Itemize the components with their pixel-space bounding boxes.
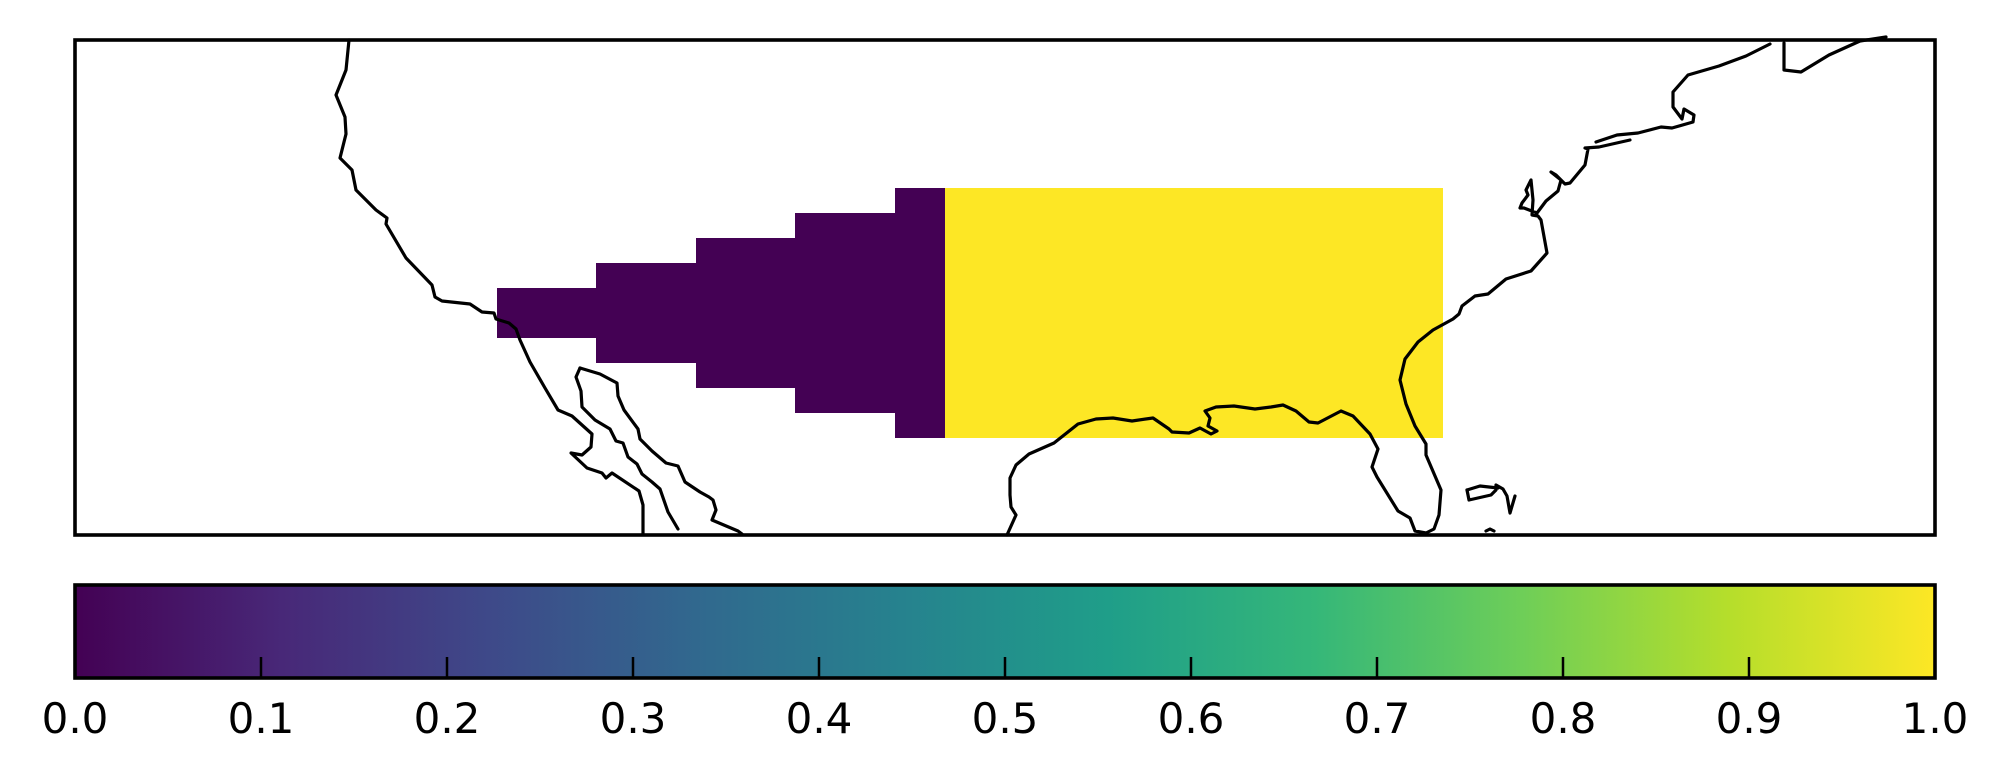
colorbar-tick-label: 0.7 <box>1344 694 1411 743</box>
bahamas-coastline-inner <box>1465 484 1500 492</box>
colorbar-tick-label: 0.5 <box>972 694 1039 743</box>
data-cell-east <box>945 188 1443 438</box>
coastlines <box>334 35 1888 537</box>
colorbar-tick-label: 1.0 <box>1902 694 1969 743</box>
colorbar-tick-labels: 0.0 0.1 0.2 0.3 0.4 0.5 0.6 0.7 0.8 0.9 1.0 <box>42 694 1969 743</box>
baja-gulf-coastline <box>574 366 680 531</box>
bahamas-coastline <box>1465 483 1517 515</box>
colorbar-tick-label: 0.9 <box>1716 694 1783 743</box>
colorbar-tick-label: 0.0 <box>42 694 109 743</box>
gulf-of-mexico-coastline <box>1005 138 1632 537</box>
cape-breton-coastline <box>1782 35 1888 74</box>
data-cell-west <box>497 188 945 438</box>
pacific-coastline <box>334 38 645 536</box>
colorbar-tick-label: 0.1 <box>228 694 295 743</box>
colorbar-tick-label: 0.8 <box>1530 694 1597 743</box>
baja-peninsula-coastline <box>578 366 744 536</box>
map-frame <box>73 38 1937 537</box>
colorbar-tick-label: 0.2 <box>414 694 481 743</box>
colorbar-tick-label: 0.4 <box>786 694 853 743</box>
atlantic-coastline-north <box>1594 42 1772 144</box>
colorbar: 0.0 0.1 0.2 0.3 0.4 0.5 0.6 0.7 0.8 0.9 1.0 <box>42 583 1969 743</box>
colorbar-ticks <box>259 657 1751 678</box>
cuba-coastline-fragment <box>1484 527 1496 533</box>
colorbar-tick-label: 0.3 <box>600 694 667 743</box>
colorbar-tick-label: 0.6 <box>1158 694 1225 743</box>
colorbar-frame <box>73 583 1937 680</box>
